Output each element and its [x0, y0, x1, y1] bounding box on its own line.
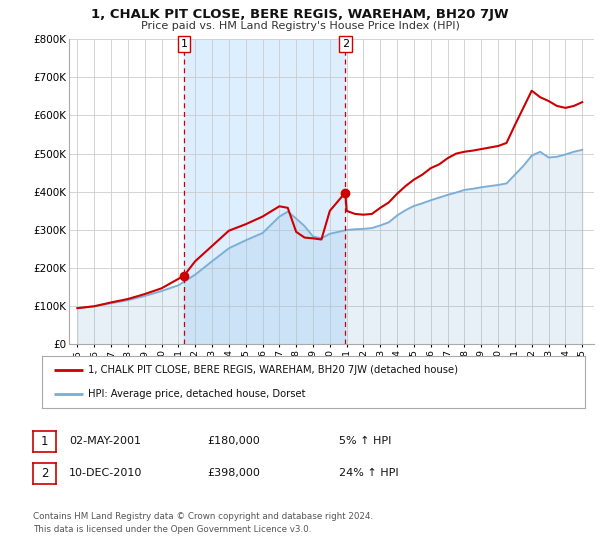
- Text: 1, CHALK PIT CLOSE, BERE REGIS, WAREHAM, BH20 7JW: 1, CHALK PIT CLOSE, BERE REGIS, WAREHAM,…: [91, 8, 509, 21]
- Text: 5% ↑ HPI: 5% ↑ HPI: [339, 436, 391, 446]
- Text: 24% ↑ HPI: 24% ↑ HPI: [339, 468, 398, 478]
- Text: 2: 2: [41, 466, 48, 480]
- Text: HPI: Average price, detached house, Dorset: HPI: Average price, detached house, Dors…: [88, 389, 305, 399]
- Text: 1: 1: [41, 435, 48, 448]
- Text: 10-DEC-2010: 10-DEC-2010: [69, 468, 142, 478]
- Text: 1: 1: [181, 39, 187, 49]
- Bar: [184, 39, 345, 344]
- Text: £398,000: £398,000: [207, 468, 260, 478]
- Text: 02-MAY-2001: 02-MAY-2001: [69, 436, 141, 446]
- Text: Contains HM Land Registry data © Crown copyright and database right 2024.: Contains HM Land Registry data © Crown c…: [33, 512, 373, 521]
- Text: This data is licensed under the Open Government Licence v3.0.: This data is licensed under the Open Gov…: [33, 525, 311, 534]
- Text: 1, CHALK PIT CLOSE, BERE REGIS, WAREHAM, BH20 7JW (detached house): 1, CHALK PIT CLOSE, BERE REGIS, WAREHAM,…: [88, 365, 458, 375]
- Text: 2: 2: [342, 39, 349, 49]
- Text: Price paid vs. HM Land Registry's House Price Index (HPI): Price paid vs. HM Land Registry's House …: [140, 21, 460, 31]
- Text: £180,000: £180,000: [207, 436, 260, 446]
